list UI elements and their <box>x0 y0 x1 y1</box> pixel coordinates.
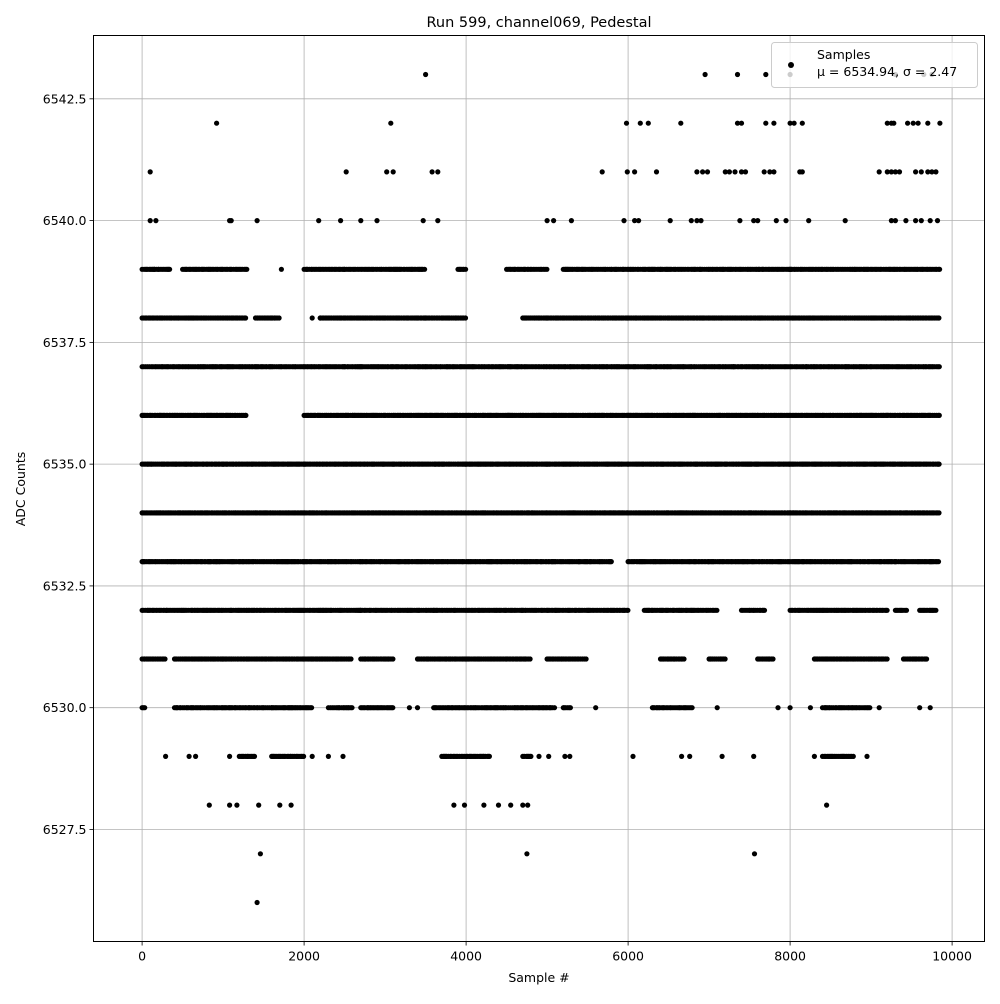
data-point <box>252 754 257 759</box>
data-point <box>390 705 395 710</box>
data-point <box>609 559 614 564</box>
data-point <box>937 462 942 467</box>
data-point <box>770 656 775 661</box>
data-point <box>544 267 549 272</box>
data-point <box>933 608 938 613</box>
data-point <box>487 754 492 759</box>
data-point <box>463 267 468 272</box>
data-point <box>904 608 909 613</box>
data-point <box>349 705 354 710</box>
data-point <box>936 559 941 564</box>
data-point <box>681 656 686 661</box>
data-point <box>162 656 167 661</box>
data-point <box>714 608 719 613</box>
data-point <box>167 267 172 272</box>
data-point <box>584 656 589 661</box>
data-point <box>937 413 942 418</box>
data-point <box>723 656 728 661</box>
data-point <box>625 608 630 613</box>
data-point <box>244 267 249 272</box>
data-point <box>243 413 248 418</box>
data-point <box>568 705 573 710</box>
data-point <box>936 315 941 320</box>
data-point <box>885 608 890 613</box>
data-point <box>301 754 306 759</box>
data-point <box>277 315 282 320</box>
data-point <box>390 656 395 661</box>
data-point <box>867 705 872 710</box>
data-point <box>552 705 557 710</box>
data-point <box>936 510 941 515</box>
data-point <box>309 705 314 710</box>
data-point <box>924 656 929 661</box>
data-point <box>243 315 248 320</box>
data-point <box>463 315 468 320</box>
data-point <box>851 754 856 759</box>
data-point <box>422 267 427 272</box>
data-point <box>142 705 147 710</box>
data-point <box>348 656 353 661</box>
data-point <box>762 608 767 613</box>
data-point <box>885 656 890 661</box>
data-point <box>937 364 942 369</box>
data-point <box>690 705 695 710</box>
data-point <box>528 656 533 661</box>
